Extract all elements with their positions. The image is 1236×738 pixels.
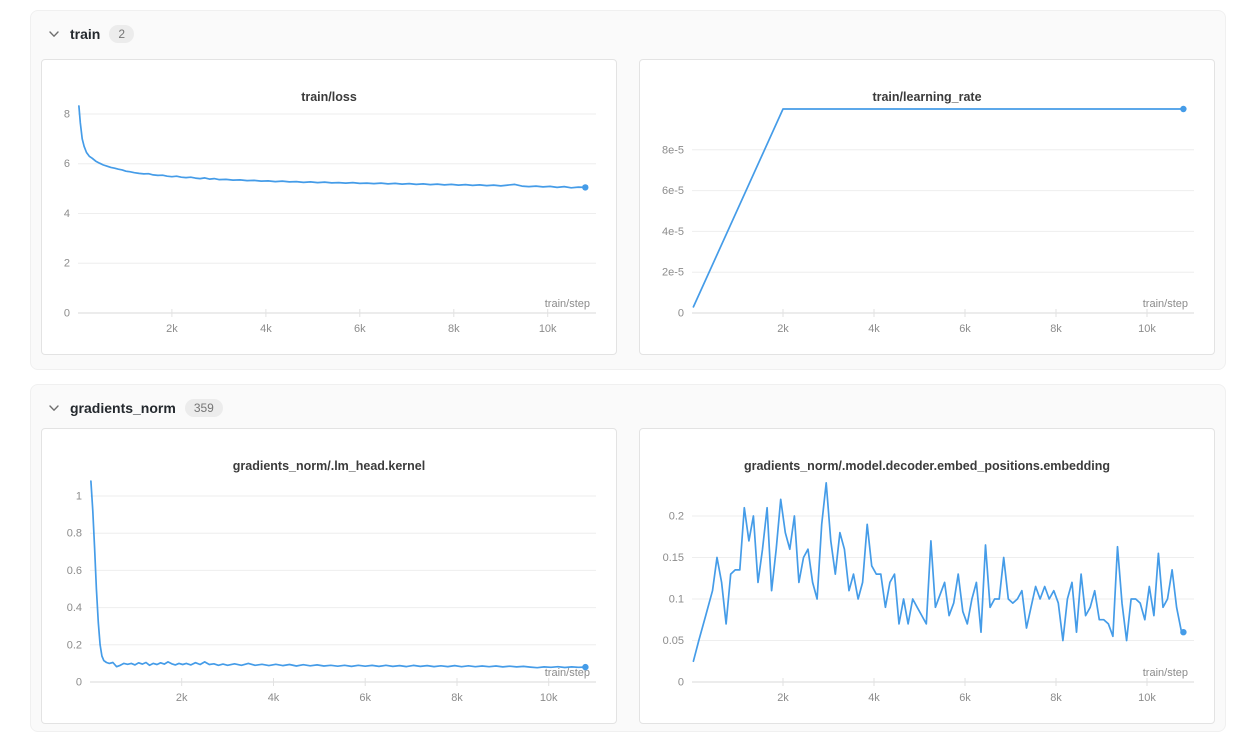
chart-panel-embed-positions[interactable]: gradients_norm/.model.decoder.embed_posi…	[639, 428, 1215, 724]
line-chart-lm-head-kernel[interactable]: 0 0.2 0.4 0.6 0.8 1 2k 4k 6k 8k 10k train/step	[42, 473, 617, 724]
svg-text:0.2: 0.2	[669, 511, 684, 523]
svg-text:8k: 8k	[1050, 692, 1062, 704]
section-title: train	[70, 26, 101, 42]
svg-text:6k: 6k	[959, 692, 971, 704]
svg-text:4k: 4k	[868, 323, 880, 335]
svg-text:6: 6	[64, 158, 70, 170]
svg-text:8k: 8k	[451, 692, 463, 704]
svg-text:4k: 4k	[260, 323, 272, 335]
svg-text:0.2: 0.2	[67, 639, 82, 651]
svg-text:10k: 10k	[1138, 692, 1156, 704]
line-chart-embed-positions[interactable]: 0 0.05 0.1 0.15 0.2 2k 4k 6k 8k 10k train/step	[640, 473, 1215, 724]
cards-row: train/loss 0 2 4 6 8 2k 4k 6k 8k 10k train/step tr…	[41, 59, 1215, 355]
chart-title: gradients_norm/.lm_head.kernel	[232, 459, 426, 473]
chevron-down-icon[interactable]	[47, 401, 61, 415]
svg-text:0.4: 0.4	[67, 602, 82, 614]
svg-text:2k: 2k	[176, 692, 188, 704]
chevron-down-icon[interactable]	[47, 27, 61, 41]
section-title: gradients_norm	[70, 400, 176, 416]
svg-text:8e-5: 8e-5	[662, 144, 684, 156]
svg-text:6k: 6k	[959, 323, 971, 335]
svg-text:8: 8	[64, 109, 70, 121]
svg-text:train/step: train/step	[1143, 667, 1188, 679]
svg-text:10k: 10k	[1138, 323, 1156, 335]
svg-text:6k: 6k	[354, 323, 366, 335]
svg-text:train/step: train/step	[545, 298, 590, 310]
svg-text:0: 0	[64, 308, 70, 320]
svg-text:1: 1	[76, 491, 82, 503]
svg-text:10k: 10k	[540, 692, 558, 704]
svg-text:4e-5: 4e-5	[662, 226, 684, 238]
svg-text:4k: 4k	[868, 692, 880, 704]
svg-text:0.6: 0.6	[67, 565, 82, 577]
section-header-train: train 2	[31, 11, 1225, 43]
panel-section-gradients-norm: gradients_norm 359 gradients_norm/.lm_he…	[30, 384, 1226, 732]
svg-text:2k: 2k	[777, 692, 789, 704]
svg-text:0.05: 0.05	[663, 635, 684, 647]
svg-text:0.15: 0.15	[663, 552, 684, 564]
svg-text:2k: 2k	[777, 323, 789, 335]
svg-text:0: 0	[678, 308, 684, 320]
section-count-badge: 359	[184, 399, 223, 417]
svg-text:0: 0	[678, 677, 684, 689]
line-chart-train-learning-rate[interactable]: 0 2e-5 4e-5 6e-5 8e-5 2k 4k 6k 8k 10k train/step	[640, 104, 1215, 355]
svg-text:2: 2	[64, 258, 70, 270]
svg-text:6e-5: 6e-5	[662, 185, 684, 197]
svg-text:6k: 6k	[359, 692, 371, 704]
section-count-badge: 2	[109, 25, 135, 43]
chart-panel-train-learning-rate[interactable]: train/learning_rate 0 2e-5 4e-5 6e-5 8e-5 2k 4…	[639, 59, 1215, 355]
chart-panel-lm-head-kernel[interactable]: gradients_norm/.lm_head.kernel 0 0.2 0.4 0.…	[41, 428, 617, 724]
chart-panel-train-loss[interactable]: train/loss 0 2 4 6 8 2k 4k 6k 8k 10k train/step	[41, 59, 617, 355]
svg-text:8k: 8k	[1050, 323, 1062, 335]
svg-text:2k: 2k	[166, 323, 178, 335]
svg-text:10k: 10k	[539, 323, 557, 335]
line-chart-train-loss[interactable]: 0 2 4 6 8 2k 4k 6k 8k 10k train/step	[42, 104, 617, 355]
svg-text:0.8: 0.8	[67, 528, 82, 540]
chart-title: gradients_norm/.model.decoder.embed_posi…	[743, 459, 1111, 473]
svg-text:0.1: 0.1	[669, 594, 684, 606]
svg-text:4: 4	[64, 208, 70, 220]
svg-text:8k: 8k	[448, 323, 460, 335]
svg-text:0: 0	[76, 677, 82, 689]
svg-text:2e-5: 2e-5	[662, 267, 684, 279]
panel-section-train: train 2 train/loss 0 2 4 6 8 2k 4k 6k 8k 10k train…	[30, 10, 1226, 370]
svg-text:train/step: train/step	[545, 667, 590, 679]
chart-title: train/loss	[301, 90, 357, 104]
cards-row: gradients_norm/.lm_head.kernel 0 0.2 0.4 0.…	[41, 428, 1215, 724]
svg-text:train/step: train/step	[1143, 298, 1188, 310]
section-header-gradients-norm: gradients_norm 359	[31, 385, 1225, 417]
svg-text:4k: 4k	[268, 692, 280, 704]
chart-title: train/learning_rate	[872, 90, 982, 104]
